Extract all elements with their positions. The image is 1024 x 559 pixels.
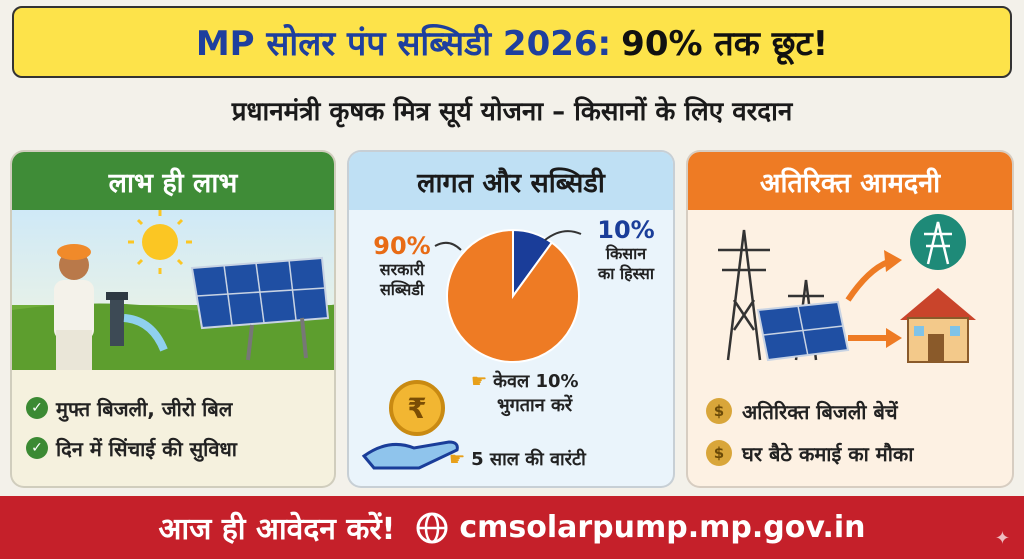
subtitle: प्रधानमंत्री कृषक मित्र सूर्य योजना – कि… — [231, 97, 793, 127]
govt-percent: 90% — [373, 232, 431, 260]
cta-text: आज ही आवेदन करें! — [158, 512, 396, 547]
rupee-coin-hand-icon: ₹ — [361, 380, 459, 470]
rupee-symbol: ₹ — [407, 392, 426, 425]
farmer-connector-arrow — [544, 230, 582, 241]
pointing-hand-icon: ☛ — [449, 449, 466, 470]
subsidy-card: लागत और सब्सिडी 90% सरकारी सब्सिडी 10% क… — [347, 150, 675, 488]
subsidy-card-title: लागत और सब्सिडी — [349, 152, 673, 210]
benefits-list: ✓ मुफ्त बिजली, जीरो बिल ✓ दिन में सिंचाई… — [26, 388, 326, 468]
income-card-title: अतिरिक्त आमदनी — [688, 152, 1012, 210]
list-item: ✓ मुफ्त बिजली, जीरो बिल — [26, 388, 326, 428]
arrow-up-icon — [845, 250, 902, 302]
warranty-note: ☛ 5 साल की वारंटी — [449, 449, 586, 470]
footer-cta-bar: आज ही आवेदन करें! cmsolarpump.mp.gov.in … — [0, 496, 1024, 559]
solar-panel-icon — [190, 256, 330, 361]
subsidy-pie-area: 90% सरकारी सब्सिडी 10% किसान का हिस्सा — [349, 210, 673, 370]
payment-note: ☛ केवल 10% भुगतान करें — [471, 371, 579, 416]
list-item: ✓ दिन में सिंचाई की सुविधा — [26, 428, 326, 468]
money-bag-icon: $ — [706, 398, 732, 424]
list-item: $ अतिरिक्त बिजली बेचें — [706, 390, 913, 432]
govt-connector-arrow — [434, 241, 462, 251]
grid-tower-badge-icon — [910, 214, 966, 270]
pie-slice-govt-subsidy — [446, 228, 580, 363]
pointing-hand-icon: ☛ — [471, 371, 488, 392]
grid-house-illustration — [718, 214, 976, 363]
house-icon — [900, 288, 976, 363]
arrow-right-icon — [848, 328, 902, 348]
title-prefix: MP सोलर पंप सब्सिडी 2026: — [195, 24, 612, 64]
subsidy-pie-chart — [434, 228, 582, 363]
sun-icon — [128, 210, 192, 274]
farmer-share-label: 10% किसान का हिस्सा — [581, 216, 671, 284]
income-card: अतिरिक्त आमदनी — [686, 150, 1014, 488]
farmer-percent: 10% — [597, 216, 655, 244]
solar-panel-icon — [756, 300, 850, 362]
check-circle-icon: ✓ — [26, 437, 48, 459]
title-suffix: 90% तक छूट! — [621, 24, 829, 64]
farmer-solar-scene-illustration — [12, 210, 334, 370]
check-circle-icon: ✓ — [26, 397, 48, 419]
income-list: $ अतिरिक्त बिजली बेचें $ घर बैठे कमाई का… — [706, 390, 913, 474]
farmer-icon — [54, 244, 94, 370]
list-item: $ घर बैठे कमाई का मौका — [706, 432, 913, 474]
benefits-card: लाभ ही लाभ — [10, 150, 336, 488]
globe-icon — [416, 512, 448, 543]
money-bag-icon: $ — [706, 440, 732, 466]
benefits-card-title: लाभ ही लाभ — [12, 152, 334, 210]
sparkle-icon: ✦ — [994, 528, 1010, 549]
title-banner: MP सोलर पंप सब्सिडी 2026: 90% तक छूट! — [12, 6, 1012, 78]
water-pump-icon — [106, 292, 168, 352]
govt-subsidy-label: 90% सरकारी सब्सिडी — [357, 232, 447, 300]
website-url-link[interactable]: cmsolarpump.mp.gov.in — [459, 510, 866, 545]
